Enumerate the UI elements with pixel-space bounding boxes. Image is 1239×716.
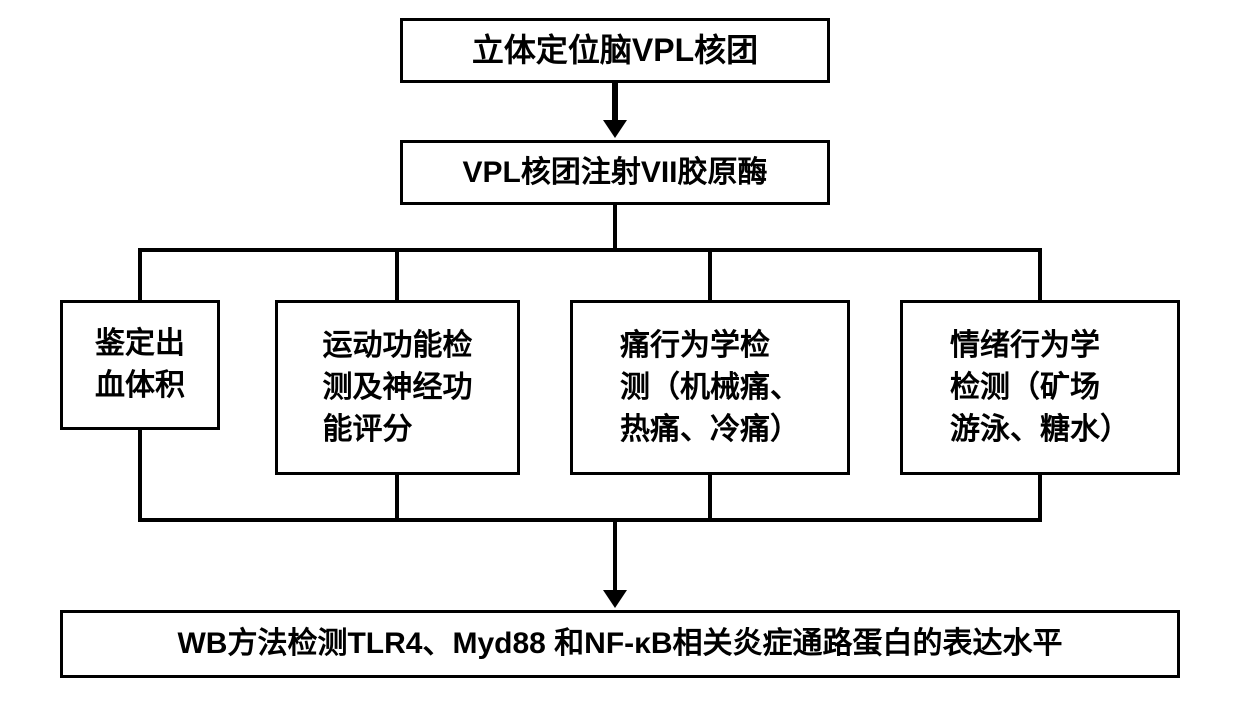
node-text: 痛行为学检 测（机械痛、 热痛、冷痛） (620, 325, 800, 451)
connector-lowdrop-1 (138, 430, 142, 520)
node-text: 运动功能检 测及神经功 能评分 (323, 325, 473, 451)
connector-lowdrop-2 (395, 475, 399, 520)
connector-vert-upper (613, 205, 617, 250)
node-text: 情绪行为学 检测（矿场 游泳、糖水） (950, 325, 1130, 451)
connector-lowdrop-3 (708, 475, 712, 520)
connector-vert-lower (613, 520, 617, 592)
connector-drop-4 (1038, 248, 1042, 300)
connector-horiz-lower (138, 518, 1042, 522)
node-text: 鉴定出 血体积 (95, 323, 185, 407)
connector-drop-2 (395, 250, 399, 300)
node-wb-detection: WB方法检测TLR4、Myd88 和NF-κB相关炎症通路蛋白的表达水平 (60, 610, 1180, 678)
node-text: 立体定位脑VPL核团 (472, 28, 758, 73)
arrow-line-1 (612, 83, 618, 123)
node-text: WB方法检测TLR4、Myd88 和NF-κB相关炎症通路蛋白的表达水平 (177, 623, 1062, 665)
connector-drop-3 (708, 250, 712, 300)
connector-lowdrop-4 (1038, 475, 1042, 522)
connector-horiz-upper (140, 248, 1040, 252)
node-stereotaxic-vpl: 立体定位脑VPL核团 (400, 18, 830, 83)
node-hemorrhage-volume: 鉴定出 血体积 (60, 300, 220, 430)
arrow-head-2 (603, 590, 627, 608)
node-emotional-behavior: 情绪行为学 检测（矿场 游泳、糖水） (900, 300, 1180, 475)
arrow-head-1 (603, 120, 627, 138)
connector-drop-1 (138, 248, 142, 300)
node-text: VPL核团注射VII胶原酶 (462, 152, 767, 194)
node-motor-function: 运动功能检 测及神经功 能评分 (275, 300, 520, 475)
node-pain-behavior: 痛行为学检 测（机械痛、 热痛、冷痛） (570, 300, 850, 475)
node-vpl-injection: VPL核团注射VII胶原酶 (400, 140, 830, 205)
